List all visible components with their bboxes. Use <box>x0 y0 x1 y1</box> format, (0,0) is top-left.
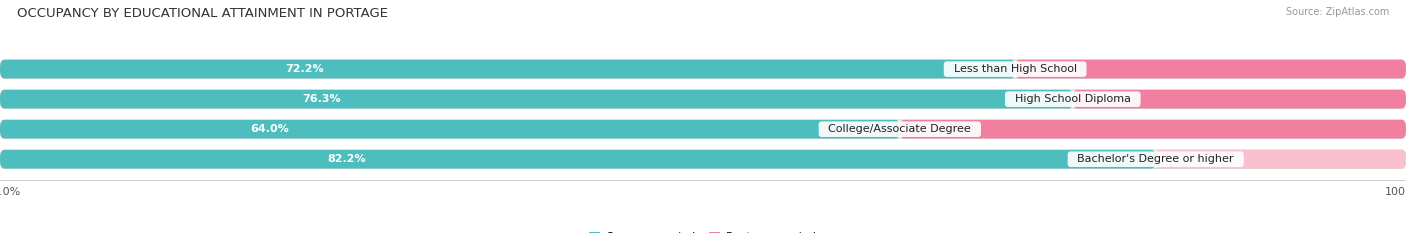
FancyBboxPatch shape <box>0 120 900 138</box>
Text: 76.3%: 76.3% <box>302 94 342 104</box>
FancyBboxPatch shape <box>1015 60 1406 79</box>
FancyBboxPatch shape <box>1073 90 1406 109</box>
Text: Bachelor's Degree or higher: Bachelor's Degree or higher <box>1070 154 1241 164</box>
FancyBboxPatch shape <box>900 120 1406 138</box>
Text: College/Associate Degree: College/Associate Degree <box>821 124 979 134</box>
Text: 82.2%: 82.2% <box>328 154 366 164</box>
FancyBboxPatch shape <box>1156 150 1406 168</box>
Text: Less than High School: Less than High School <box>946 64 1084 74</box>
FancyBboxPatch shape <box>0 90 1406 109</box>
FancyBboxPatch shape <box>0 150 1156 168</box>
Text: Source: ZipAtlas.com: Source: ZipAtlas.com <box>1285 7 1389 17</box>
Text: 72.2%: 72.2% <box>285 64 323 74</box>
Text: High School Diploma: High School Diploma <box>1008 94 1137 104</box>
Text: OCCUPANCY BY EDUCATIONAL ATTAINMENT IN PORTAGE: OCCUPANCY BY EDUCATIONAL ATTAINMENT IN P… <box>17 7 388 20</box>
FancyBboxPatch shape <box>0 120 1406 138</box>
FancyBboxPatch shape <box>0 60 1406 79</box>
Text: 64.0%: 64.0% <box>250 124 290 134</box>
FancyBboxPatch shape <box>0 60 1015 79</box>
FancyBboxPatch shape <box>0 90 1073 109</box>
Legend: Owner-occupied, Renter-occupied: Owner-occupied, Renter-occupied <box>585 227 821 233</box>
FancyBboxPatch shape <box>0 150 1406 168</box>
